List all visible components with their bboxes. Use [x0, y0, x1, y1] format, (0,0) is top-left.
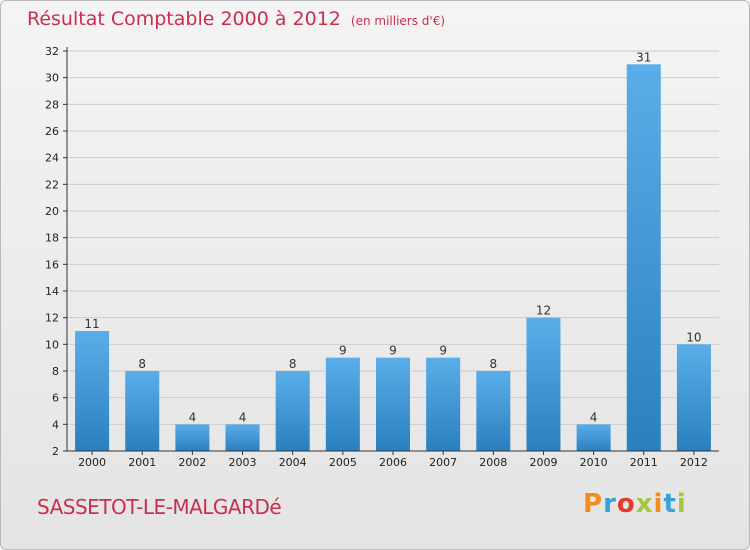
data-label: 4	[189, 410, 197, 424]
chart-subtitle: (en milliers d'€)	[350, 14, 446, 28]
bar	[175, 424, 210, 451]
bar	[325, 357, 360, 451]
bar	[426, 357, 461, 451]
x-tick-label: 2000	[78, 456, 106, 469]
y-tick-label: 24	[45, 152, 59, 165]
bar	[125, 371, 160, 451]
y-tick-label: 22	[45, 178, 59, 191]
data-label: 8	[489, 357, 497, 371]
x-tick-label: 2006	[379, 456, 407, 469]
data-label: 12	[536, 304, 551, 318]
bar	[275, 371, 310, 451]
x-tick-label: 2012	[680, 456, 708, 469]
data-label: 9	[389, 344, 397, 358]
logo-letter: x	[635, 489, 654, 519]
chart-title-block: Résultat Comptable 2000 à 2012 (en millie…	[27, 8, 445, 30]
data-label: 4	[590, 410, 598, 424]
logo-letter: r	[603, 489, 617, 519]
y-tick-label: 28	[45, 98, 59, 111]
y-tick-label: 8	[52, 365, 59, 378]
bar	[225, 424, 260, 451]
logo-letter: i	[653, 489, 664, 519]
data-label: 8	[138, 357, 146, 371]
x-tick-label: 2004	[279, 456, 307, 469]
data-label: 31	[636, 50, 651, 64]
data-label: 10	[686, 330, 701, 344]
data-label: 11	[84, 317, 99, 331]
x-tick-label: 2009	[529, 456, 557, 469]
y-tick-label: 26	[45, 125, 59, 138]
y-tick-label: 6	[52, 392, 59, 405]
bars	[75, 64, 711, 452]
y-tick-label: 4	[52, 418, 59, 431]
data-label: 9	[439, 344, 447, 358]
x-tick-label: 2002	[178, 456, 206, 469]
y-tick-label: 30	[45, 72, 59, 85]
y-tick-label: 14	[45, 285, 59, 298]
logo-letter: o	[616, 489, 636, 519]
y-tick-label: 32	[45, 45, 59, 58]
y-tick-label: 16	[45, 258, 59, 271]
logo-letter: P	[583, 489, 604, 519]
x-tick-label: 2003	[229, 456, 257, 469]
y-tick-label: 18	[45, 232, 59, 245]
data-label: 4	[239, 410, 247, 424]
y-tick-label: 20	[45, 205, 59, 218]
logo-letter: t	[663, 489, 677, 519]
y-tick-label: 2	[52, 445, 59, 458]
proxiti-logo: Proxiti	[583, 489, 687, 519]
data-label: 8	[289, 357, 297, 371]
x-tick-label: 2011	[630, 456, 658, 469]
bar	[75, 331, 110, 451]
x-tick-label: 2008	[479, 456, 507, 469]
labels: 2468101214161820222426283032200011200182…	[45, 45, 708, 469]
chart-title: Résultat Comptable 2000 à 2012	[27, 8, 341, 30]
commune-name: SASSETOT-LE-MALGARDé	[37, 495, 282, 519]
bar	[576, 424, 611, 451]
y-tick-label: 10	[45, 338, 59, 351]
bar	[376, 357, 410, 451]
bar	[676, 344, 711, 451]
data-label: 9	[339, 344, 347, 358]
x-tick-label: 2001	[128, 456, 156, 469]
x-tick-label: 2010	[580, 456, 608, 469]
x-tick-label: 2007	[429, 456, 457, 469]
x-tick-label: 2005	[329, 456, 357, 469]
y-tick-label: 12	[45, 312, 59, 325]
bar	[476, 371, 511, 451]
logo-letter: i	[676, 489, 687, 519]
axes	[63, 47, 719, 455]
bar	[526, 317, 561, 451]
bar	[626, 64, 661, 452]
